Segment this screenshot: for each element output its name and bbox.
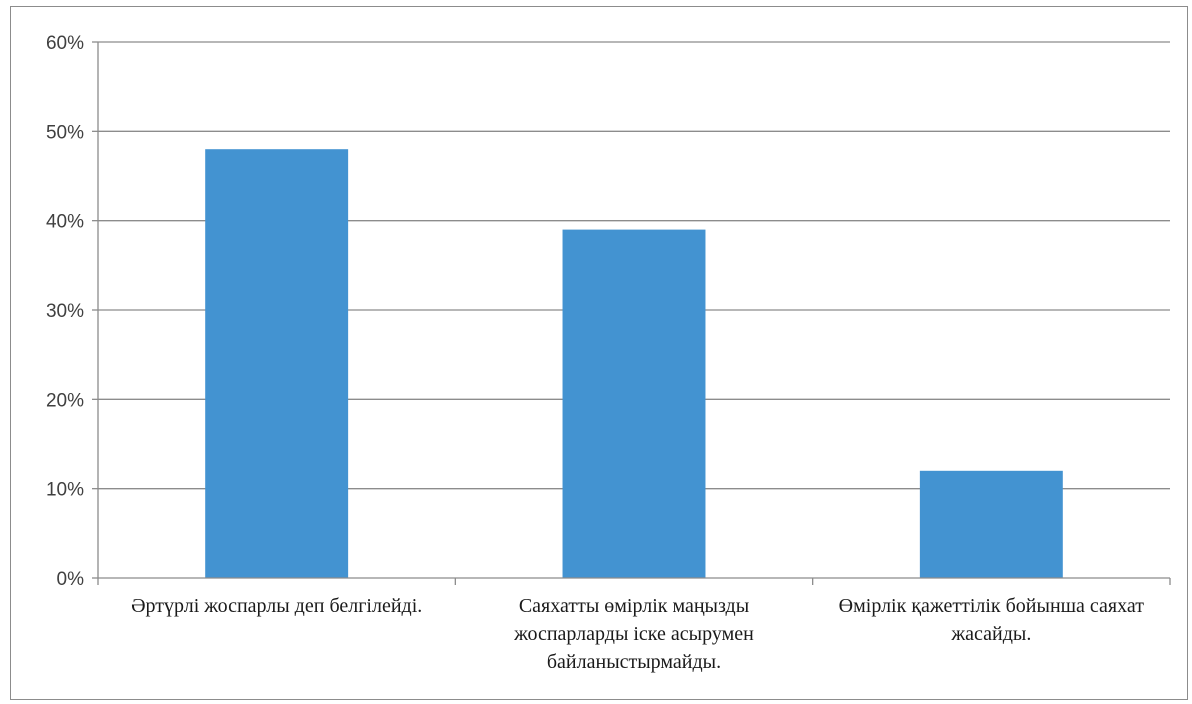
y-tick-label: 20%	[46, 390, 84, 411]
axes	[97, 42, 1171, 585]
y-tick-label: 40%	[46, 212, 84, 233]
y-tick-label: 50%	[46, 122, 84, 143]
bars	[205, 149, 1063, 578]
y-tick-label: 30%	[46, 301, 84, 322]
bar	[919, 470, 1063, 578]
y-tick-label: 10%	[46, 480, 84, 501]
x-category-label: Өмірлік қажеттілік бойынша саяхат жасайд…	[838, 595, 1144, 645]
x-category-label: Әртүрлі жоспарлы деп белгілейді.	[131, 595, 423, 617]
y-tick-label: 60%	[46, 33, 84, 54]
y-tick-labels: 0% 10% 20% 30% 40% 50% 60%	[46, 33, 84, 590]
x-category-label: Саяхатты өмірлік маңызды жоспарларды іск…	[514, 595, 754, 673]
bar	[562, 229, 706, 578]
bar	[205, 149, 349, 578]
y-tick-label: 0%	[57, 569, 85, 590]
